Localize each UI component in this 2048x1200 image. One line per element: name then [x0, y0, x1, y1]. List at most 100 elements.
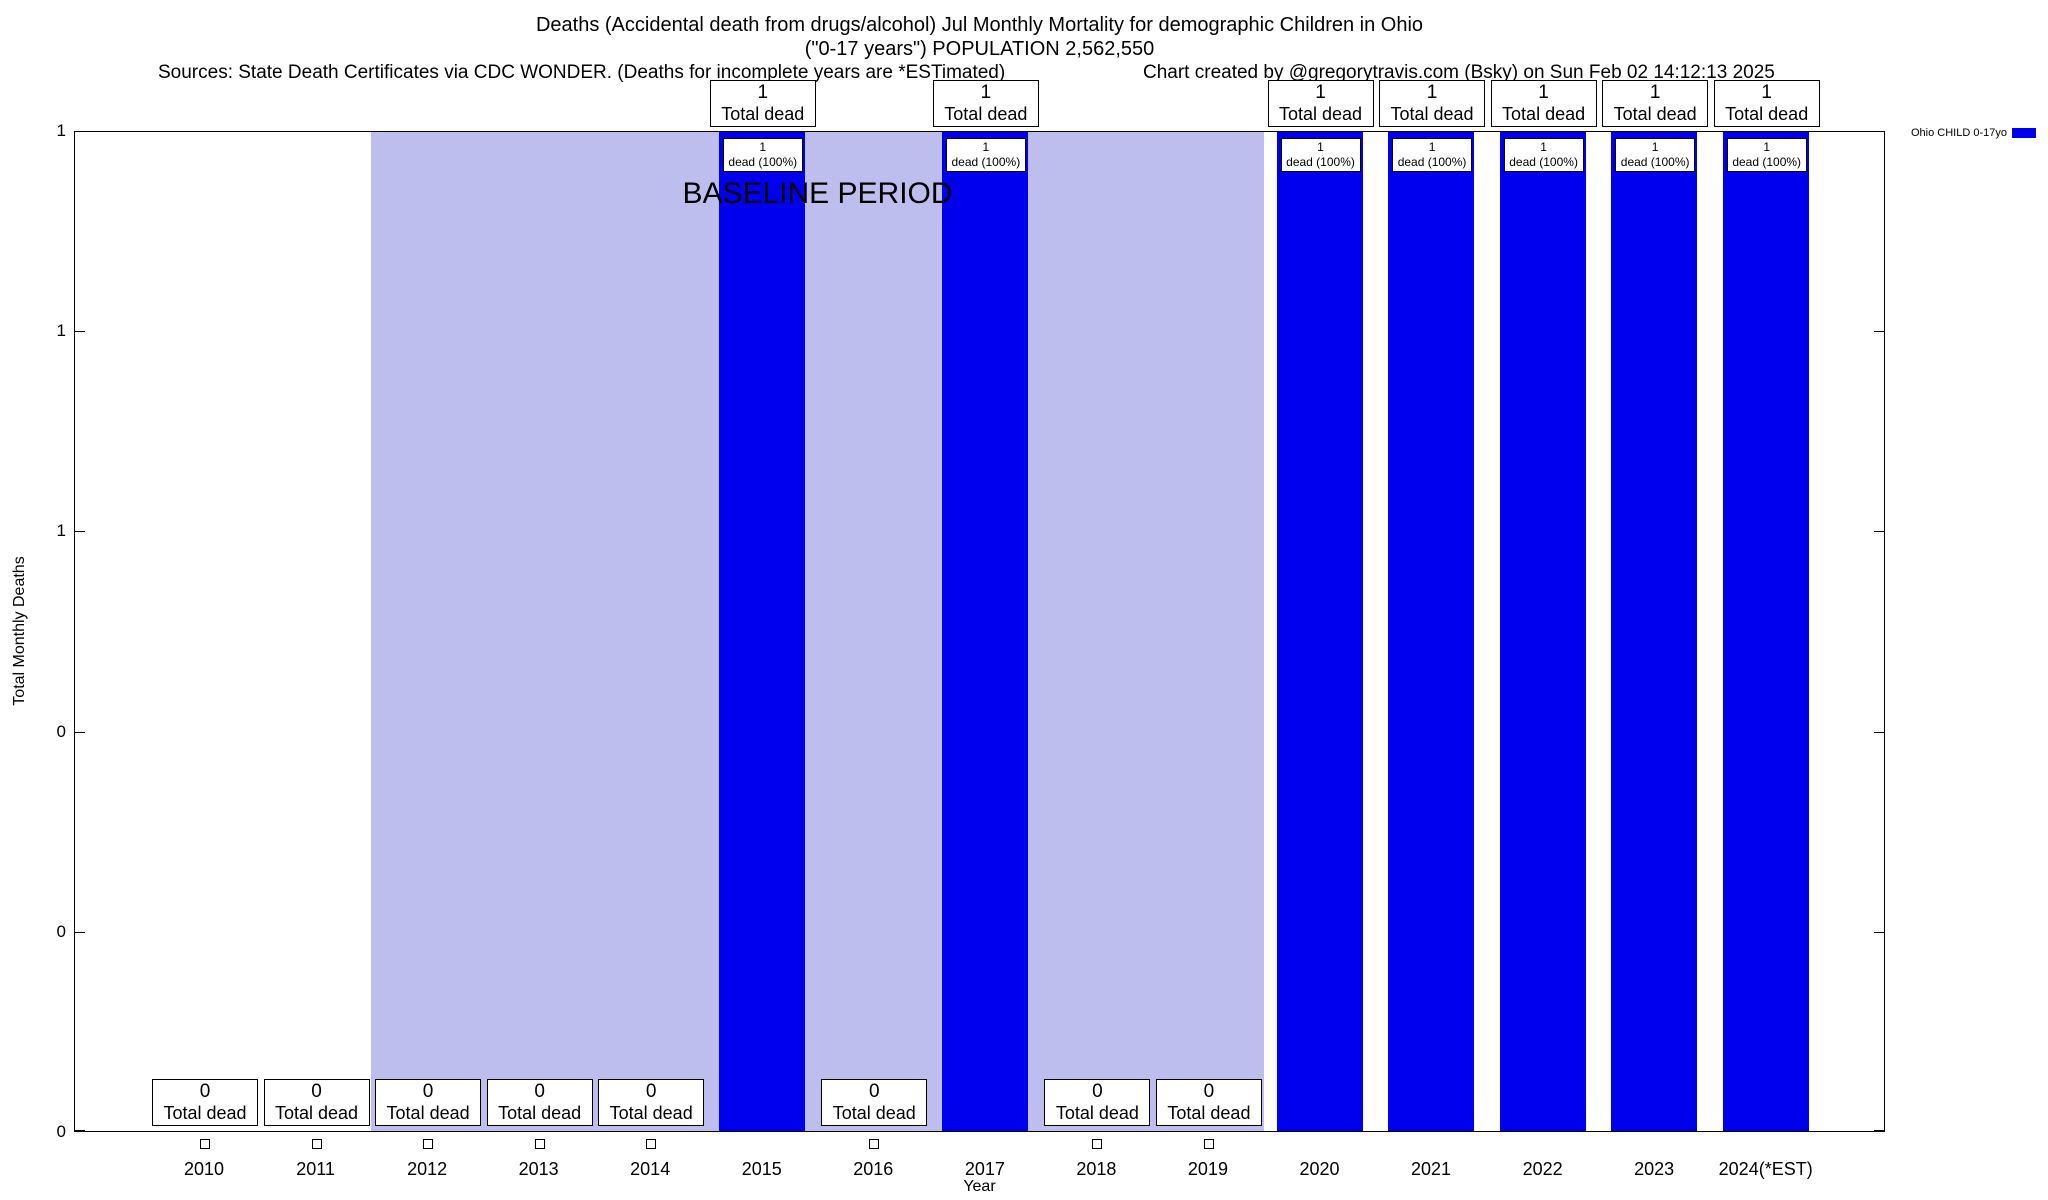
zero-marker	[1203, 1139, 1214, 1149]
bar-top-label: 1 Total dead	[1713, 80, 1820, 127]
bar	[1499, 131, 1586, 1132]
y-tick-mark	[1874, 931, 1884, 933]
x-tick-label: 2015	[741, 1159, 782, 1179]
bar-inbar-label: 1 dead (100%)	[945, 138, 1026, 172]
baseline-band	[371, 131, 1264, 1132]
dead-pct-label: dead (100%)	[1286, 155, 1355, 169]
total-dead-label: Total dead	[1502, 104, 1586, 124]
bar-value: 0	[422, 1081, 434, 1102]
bar-value: 0	[869, 1081, 880, 1102]
y-tick-label: 0	[56, 1122, 66, 1141]
dead-pct-label: dead (100%)	[951, 155, 1021, 169]
x-tick-label: 2022	[1522, 1159, 1563, 1179]
bar-value: 0	[1203, 1081, 1215, 1102]
bar-top-label: 1 Total dead	[709, 80, 816, 127]
zero-label-box: 0 Total dead	[375, 1079, 482, 1126]
bar-value: 0	[645, 1081, 657, 1102]
bar-value: 1	[1428, 140, 1436, 154]
bar	[1611, 131, 1698, 1132]
zero-label-box: 0 Total dead	[598, 1079, 705, 1126]
x-tick-label: 2014	[630, 1159, 671, 1179]
y-tick-mark	[75, 531, 85, 533]
zero-marker	[646, 1139, 657, 1149]
baseline-label: BASELINE PERIOD	[682, 177, 953, 210]
y-tick-label: 1	[56, 521, 66, 541]
y-tick-label: 1	[56, 121, 66, 140]
y-tick-mark	[1874, 131, 1884, 132]
bar	[1722, 131, 1809, 1132]
y-tick-label: 0	[56, 721, 66, 741]
y-tick-label: 1	[56, 321, 66, 341]
zero-marker	[534, 1139, 545, 1149]
bar-value: 0	[199, 1081, 211, 1102]
bar-value: 0	[534, 1081, 545, 1102]
bar-value: 1	[1540, 140, 1547, 154]
y-tick-mark	[1874, 531, 1884, 533]
bar-top-label: 1 Total dead	[1602, 80, 1709, 127]
y-tick-mark	[1874, 1130, 1884, 1131]
total-dead-label: Total dead	[1613, 104, 1697, 124]
x-tick-label: 2021	[1411, 1159, 1452, 1179]
chart-title-line1: Deaths (Accidental death from drugs/alco…	[535, 14, 1424, 36]
zero-marker	[869, 1139, 880, 1149]
dead-pct-label: dead (100%)	[1732, 155, 1802, 169]
legend: Ohio CHILD 0-17yo	[1890, 127, 2036, 139]
total-dead-label: Total dead	[275, 1103, 359, 1123]
total-dead-label: Total dead	[1390, 104, 1474, 124]
x-tick-label: 2010	[183, 1159, 225, 1179]
bar-value: 1	[1317, 140, 1324, 154]
x-tick-label: 2017	[964, 1159, 1005, 1179]
x-tick-label: 2018	[1076, 1159, 1117, 1179]
dead-pct-label: dead (100%)	[1509, 155, 1578, 169]
dead-pct-label: dead (100%)	[1620, 155, 1690, 169]
legend-swatch	[2012, 128, 2036, 138]
bar-value: 1	[1761, 82, 1772, 103]
bar-top-label: 1 Total dead	[1490, 80, 1597, 127]
total-dead-label: Total dead	[1725, 104, 1809, 124]
bar-value: 0	[1092, 1081, 1103, 1102]
x-tick-label: 2020	[1299, 1159, 1340, 1179]
y-tick-mark	[75, 931, 85, 933]
zero-label-box: 0 Total dead	[1155, 1079, 1262, 1126]
total-dead-label: Total dead	[1167, 1103, 1251, 1123]
bar-inbar-label: 1 dead (100%)	[1503, 138, 1584, 172]
total-dead-label: Total dead	[1055, 1103, 1139, 1123]
zero-marker	[200, 1139, 210, 1149]
bar-value: 1	[980, 82, 992, 103]
bar-inbar-label: 1 dead (100%)	[1392, 138, 1473, 172]
total-dead-label: Total dead	[386, 1103, 470, 1123]
zero-label-box: 0 Total dead	[152, 1079, 258, 1126]
dead-pct-label: dead (100%)	[1397, 155, 1467, 169]
total-dead-label: Total dead	[498, 1103, 582, 1123]
zero-label-box: 0 Total dead	[486, 1079, 593, 1126]
bar	[941, 131, 1028, 1132]
total-dead-label: Total dead	[1278, 104, 1363, 124]
zero-label-box: 0 Total dead	[1044, 1079, 1151, 1126]
total-dead-label: Total dead	[721, 104, 805, 124]
x-tick-label: 2011	[296, 1159, 335, 1179]
y-tick-mark	[75, 131, 85, 132]
y-tick-mark	[75, 1130, 85, 1131]
total-dead-label: Total dead	[609, 1103, 693, 1123]
bar-top-label: 1 Total dead	[932, 80, 1039, 127]
bar-value: 1	[1315, 82, 1326, 103]
sources-note: Sources: State Death Certificates via CD…	[158, 62, 1006, 83]
x-tick-label: 2023	[1634, 1159, 1675, 1179]
chart-title-line2: ("0-17 years") POPULATION 2,562,550	[804, 38, 1155, 60]
bar	[718, 131, 805, 1132]
bar-value: 1	[1538, 82, 1549, 103]
y-tick-mark	[1874, 731, 1884, 733]
bar-value: 1	[1651, 140, 1659, 154]
bar-top-label: 1 Total dead	[1379, 80, 1486, 127]
zero-label-box: 0 Total dead	[821, 1079, 928, 1126]
total-dead-label: Total dead	[163, 1103, 247, 1123]
dead-pct-label: dead (100%)	[728, 155, 798, 169]
total-dead-label: Total dead	[832, 1103, 916, 1123]
y-tick-mark	[1874, 331, 1884, 333]
bar-value: 1	[757, 82, 769, 103]
bar-value: 1	[759, 140, 767, 154]
legend-label: Ohio CHILD 0-17yo	[1911, 127, 2007, 139]
x-tick-label: 2019	[1187, 1159, 1228, 1179]
bar-inbar-label: 1 dead (100%)	[722, 138, 803, 172]
